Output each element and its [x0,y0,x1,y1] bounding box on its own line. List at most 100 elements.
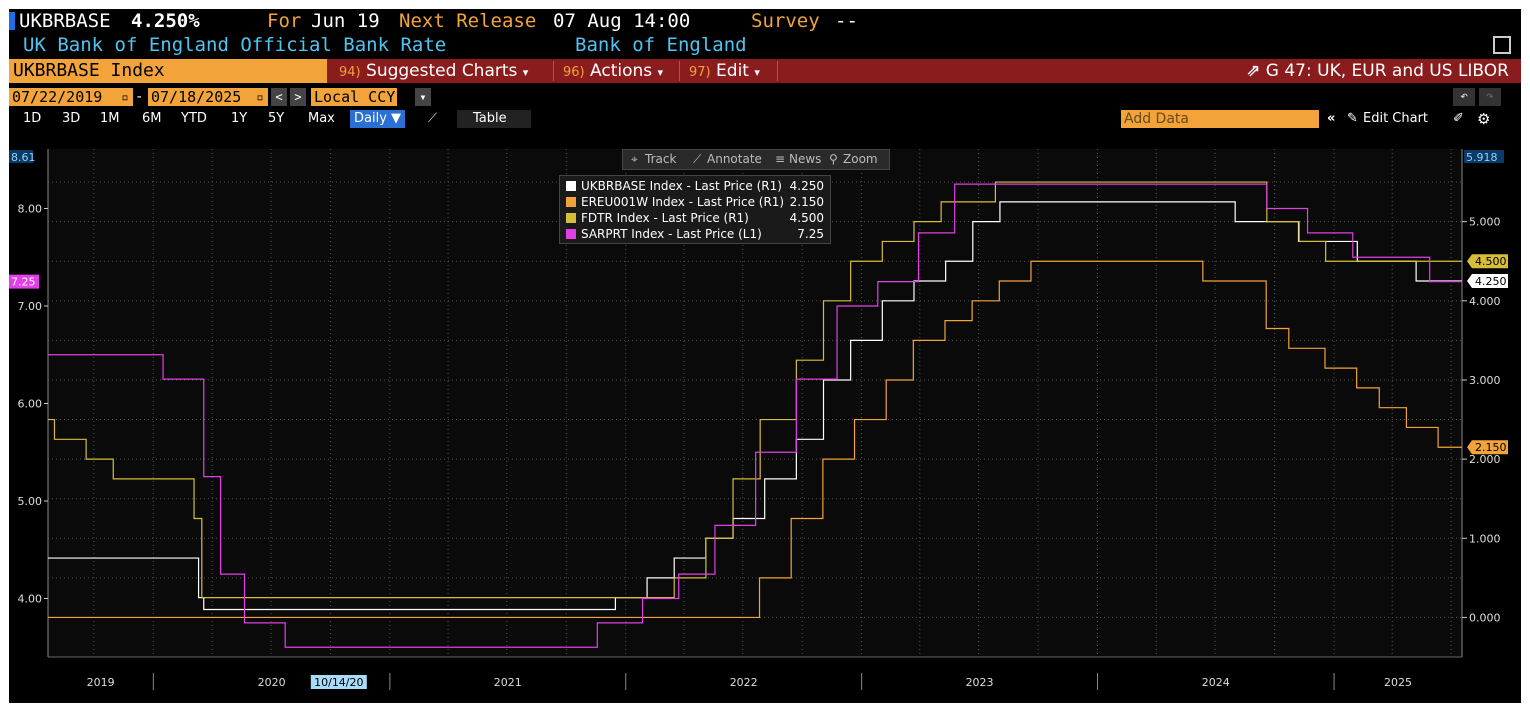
edit-chart-button[interactable]: Edit Chart [1363,111,1429,126]
suggested-num: 94) [339,65,361,80]
right-tick-label: 3.000 [1469,374,1501,387]
last-value-label-fdtr: 4.500 [1475,255,1507,268]
divider [777,61,778,81]
calendar-icon[interactable]: ▫ [252,88,268,106]
legend-swatch [566,229,576,239]
command-bar: UKBRBASE Index 94) Suggested Charts ▾ 96… [9,59,1521,83]
calendar-icon[interactable]: ▫ [117,88,133,106]
edit-label: Edit [716,61,749,81]
edit-num: 97) [689,65,711,80]
description: UK Bank of England Official Bank Rate [23,34,447,56]
ticker: UKBRBASE [19,10,111,32]
right-tick-label: 1.000 [1469,532,1501,545]
end-date-field[interactable]: 07/18/2025 [148,88,252,106]
chevron-right-icon[interactable]: > [290,88,306,106]
annotate-tool-icon[interactable]: ✐ [1453,111,1464,126]
left-tick-label: 4.00 [18,592,43,605]
pencil-icon[interactable]: ✎ [1347,111,1358,126]
annotate-icon: ⟋ [693,152,702,166]
collapse-icon[interactable]: « [1327,111,1336,126]
annotate-tool[interactable]: Annotate [707,152,762,166]
related-chart-label: G 47: UK, EUR and US LIBOR [1265,61,1509,81]
legend-swatch [566,181,576,191]
gear-icon[interactable]: ⚙ [1477,110,1491,128]
period-1d[interactable]: 1D [23,111,42,126]
actions-label: Actions [590,61,653,81]
legend-entry[interactable]: EREU001W Index - Last Price (R1) 2.150 [564,194,826,210]
zoom-tool[interactable]: Zoom [843,152,878,166]
x-tick-label: 2021 [494,676,522,689]
last-value-label-sarprt: 7.25 [11,276,36,289]
currency-select[interactable]: Local CCY [311,88,397,106]
edit-menu[interactable]: 97) Edit ▾ [689,59,760,85]
chart-legend: UKBRBASE Index - Last Price (R1) 4.250 E… [559,175,831,244]
suggested-charts-menu[interactable]: 94) Suggested Charts ▾ [339,59,528,85]
chart-type-icon[interactable]: ⟋ [428,111,438,126]
series-line-ereu001w [48,260,1462,619]
last-value-label-sarprt-bg [9,274,39,289]
x-tick-label: 2023 [966,676,994,689]
focus-marker [9,12,15,30]
redo-icon[interactable]: ↷ [1479,88,1501,106]
legend-entry[interactable]: SARPRT Index - Last Price (L1) 7.25 [564,226,826,242]
x-tick-label: 2024 [1202,676,1230,689]
table-button[interactable]: Table [473,111,507,126]
undo-icon[interactable]: ↶ [1453,88,1475,106]
header-description-row: UK Bank of England Official Bank Rate Ba… [9,33,1521,57]
left-top-label: 8.61 [11,151,36,164]
right-top-label: 5.918 [1466,151,1498,164]
frequency-select[interactable]: Daily ▼ [350,110,406,128]
actions-menu[interactable]: 96) Actions ▾ [563,59,663,85]
left-tick-label: 5.00 [18,495,43,508]
x-tick-label: 2020 [258,676,286,689]
right-tick-label: 2.000 [1469,453,1501,466]
crosshair-date-label: 10/14/20 [314,676,363,689]
price-chart[interactable]: 4.00 5.00 6.00 7.00 8.00 8.61 0.000 1.000 2.000 3… [9,9,1521,703]
for-label: For [267,10,302,32]
legend-label: SARPRT Index - Last Price (L1) [581,227,762,241]
left-tick-label: 6.00 [18,397,43,410]
next-release-label: Next Release [399,10,537,32]
news-tool[interactable]: News [789,152,822,166]
actions-num: 96) [563,65,585,80]
right-tick-label: 4.000 [1469,295,1501,308]
related-chart-link[interactable]: ⇗ G 47: UK, EUR and US LIBOR [1246,59,1509,83]
legend-swatch [566,197,576,207]
period-ytd[interactable]: YTD [181,111,207,126]
security-field[interactable]: UKBRBASE Index [9,59,327,83]
legend-swatch [566,213,576,223]
track-tool[interactable]: Track [645,152,677,166]
period-1m[interactable]: 1M [100,111,120,126]
legend-label: EREU001W Index - Last Price (R1) [581,195,785,209]
period-5y[interactable]: 5Y [268,111,285,126]
chevron-left-icon[interactable]: < [271,88,287,106]
add-data-input[interactable]: Add Data [1121,110,1319,128]
x-tick-label: 2025 [1384,676,1412,689]
chart-toolbox: ⌖ Track ⟋ Annotate ≡ News ⚲ Zoom [622,149,890,170]
suggested-label: Suggested Charts [366,61,518,81]
period-1y[interactable]: 1Y [231,111,248,126]
fit-window-icon[interactable] [1493,36,1511,54]
launch-icon: ⇗ [1246,61,1261,81]
legend-label: UKBRBASE Index - Last Price (R1) [581,179,782,193]
survey-value: -- [835,10,858,32]
next-release-value: 07 Aug 14:00 [553,10,691,32]
x-tick-label: 2019 [87,676,115,689]
divider [553,61,554,81]
right-tick-label: 5.000 [1469,216,1501,229]
start-date-field[interactable]: 07/22/2019 [9,88,117,106]
legend-label: FDTR Index - Last Price (R1) [581,211,749,225]
period-6m[interactable]: 6M [142,111,162,126]
last-value: 4.250% [131,10,200,32]
x-tick-label: 2022 [730,676,758,689]
period-max[interactable]: Max [308,111,335,126]
legend-entry[interactable]: FDTR Index - Last Price (R1) 4.500 [564,210,826,226]
chevron-down-icon[interactable]: ▾ [415,88,431,106]
news-icon: ≡ [775,152,786,166]
right-tick-label: 0.000 [1469,611,1501,624]
bloomberg-chart-window: UKBRBASE 4.250% For Jun 19 Next Release … [9,9,1521,703]
legend-entry[interactable]: UKBRBASE Index - Last Price (R1) 4.250 [564,178,826,194]
period-3d[interactable]: 3D [62,111,81,126]
last-value-label-fdtr-bg [1467,254,1508,269]
last-value-label-ukbr: 4.250 [1475,275,1507,288]
